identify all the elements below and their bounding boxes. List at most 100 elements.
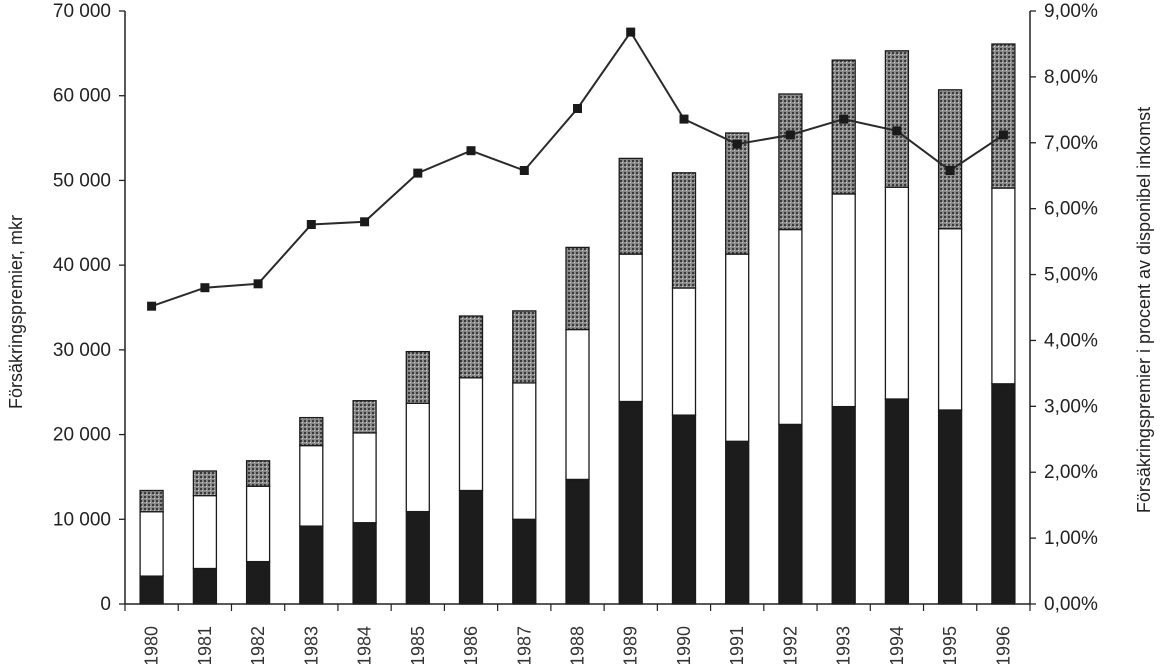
- y-left-tick-label: 10 000: [53, 509, 111, 530]
- x-tick-label: 1982: [248, 626, 268, 664]
- y-left-tick-label: 50 000: [53, 170, 111, 191]
- bar-segment-bottom: [458, 489, 484, 605]
- bar-segment-middle: [671, 287, 697, 416]
- x-tick-label: 1987: [514, 626, 534, 664]
- bar-segment-top: [618, 157, 643, 255]
- bar-segment-middle: [299, 444, 324, 527]
- y-left-tick-label: 40 000: [53, 255, 111, 276]
- bar-segment-bottom: [937, 409, 963, 605]
- y-right-tick-label: 8,00%: [1044, 67, 1098, 88]
- x-tick-label: 1992: [780, 626, 800, 664]
- bar-segment-top: [671, 172, 697, 289]
- bar-segment-top: [299, 416, 324, 447]
- y-axis-left-title: Försäkringspremier, mkr: [6, 215, 26, 409]
- line-point-marker: [945, 166, 955, 175]
- bar-segment-top: [778, 93, 803, 231]
- bar-segment-middle: [245, 485, 271, 563]
- x-tick-label: 1994: [887, 626, 907, 664]
- x-tick-label: 1996: [993, 626, 1013, 664]
- line-point-marker: [679, 114, 689, 124]
- x-tick-label: 1981: [195, 626, 215, 664]
- bar-segment-top: [512, 310, 537, 384]
- bar-segment-bottom: [405, 511, 430, 605]
- bar-segment-bottom: [565, 478, 590, 605]
- line-point-marker: [626, 27, 636, 37]
- bar-segment-top: [725, 132, 750, 255]
- x-tick-label: 1985: [408, 626, 428, 664]
- bar-segment-bottom: [352, 522, 377, 605]
- y-left-tick-label: 70 000: [53, 1, 111, 22]
- bar-segment-middle: [139, 511, 164, 577]
- line-point-marker: [998, 130, 1008, 140]
- x-tick-label: 1995: [940, 626, 960, 664]
- y-left-tick-label: 0: [100, 594, 111, 615]
- y-right-tick-label: 5,00%: [1044, 265, 1098, 286]
- y-left-tick-label: 20 000: [53, 425, 111, 446]
- bar-segment-top: [884, 50, 910, 188]
- bar-segment-top: [831, 59, 856, 195]
- x-tick-label: 1986: [461, 626, 481, 664]
- bar-segment-top: [192, 470, 218, 497]
- line-point-marker: [413, 168, 423, 178]
- x-tick-label: 1984: [355, 626, 375, 664]
- line-point-marker: [573, 104, 582, 113]
- bar-segment-bottom: [192, 567, 218, 605]
- bar-segment-bottom: [671, 414, 697, 605]
- y-right-tick-label: 2,00%: [1044, 462, 1098, 483]
- bar-segment-middle: [192, 494, 218, 570]
- bar-segment-bottom: [884, 398, 910, 605]
- y-right-tick-label: 4,00%: [1044, 330, 1098, 351]
- bar-segment-top: [405, 350, 430, 404]
- bar-segment-bottom: [991, 383, 1016, 605]
- bar-segment-top: [352, 400, 377, 434]
- line-point-marker: [839, 114, 849, 124]
- bar-segment-top: [139, 489, 164, 513]
- bar-segment-middle: [618, 253, 643, 403]
- bar-segment-middle: [405, 402, 430, 513]
- y-right-tick-label: 3,00%: [1044, 396, 1098, 417]
- bar-segment-bottom: [512, 518, 537, 605]
- x-tick-label: 1991: [727, 626, 747, 664]
- y-left-tick-label: 60 000: [53, 86, 111, 107]
- percentage-line-group: [147, 27, 1008, 311]
- line-point-marker: [892, 126, 902, 136]
- x-tick-label: 1990: [674, 626, 694, 664]
- bar-segment-bottom: [139, 575, 164, 605]
- bar-segment-middle: [725, 253, 750, 442]
- line-point-marker: [360, 217, 370, 227]
- axes-group: 0 10 000 20 000 30 000 40 000 50 000 60 000 70 …: [53, 1, 1098, 664]
- x-tick-label: 1983: [301, 626, 321, 664]
- line-point-marker: [732, 139, 742, 149]
- bar-segment-middle: [937, 228, 963, 411]
- bar-segment-bottom: [778, 423, 803, 605]
- bar-segment-bottom: [831, 405, 856, 605]
- bar-segment-bottom: [725, 440, 750, 605]
- x-tick-label: 1989: [621, 626, 641, 664]
- bar-segment-middle: [831, 193, 856, 408]
- y-right-tick-label: 1,00%: [1044, 528, 1098, 549]
- line-point-marker: [200, 283, 210, 293]
- x-tick-label: 1980: [142, 626, 162, 664]
- bar-segment-middle: [991, 187, 1016, 385]
- y-axis-right-title: Försäkringspremier i procent av disponib…: [1134, 107, 1154, 513]
- bar-segment-top: [565, 246, 590, 331]
- bar-segment-bottom: [299, 525, 324, 605]
- bar-segment-bottom: [618, 400, 643, 605]
- x-tick-label: 1993: [834, 626, 854, 664]
- line-point-marker: [519, 166, 529, 175]
- y-right-tick-label: 7,00%: [1044, 133, 1098, 154]
- bar-segment-middle: [778, 228, 803, 426]
- bar-segment-middle: [458, 377, 484, 492]
- line-point-marker: [466, 146, 476, 156]
- bar-segment-top: [245, 460, 271, 487]
- bar-segment-top: [458, 315, 484, 379]
- bar-segment-top: [937, 89, 963, 230]
- bar-segment-bottom: [245, 560, 271, 605]
- bar-segment-middle: [884, 186, 910, 400]
- line-point-marker: [253, 279, 263, 289]
- bar-segment-top: [991, 43, 1016, 189]
- y-right-tick-label: 6,00%: [1044, 199, 1098, 220]
- bar-segment-middle: [512, 382, 537, 520]
- x-tick-label: 1988: [568, 626, 588, 664]
